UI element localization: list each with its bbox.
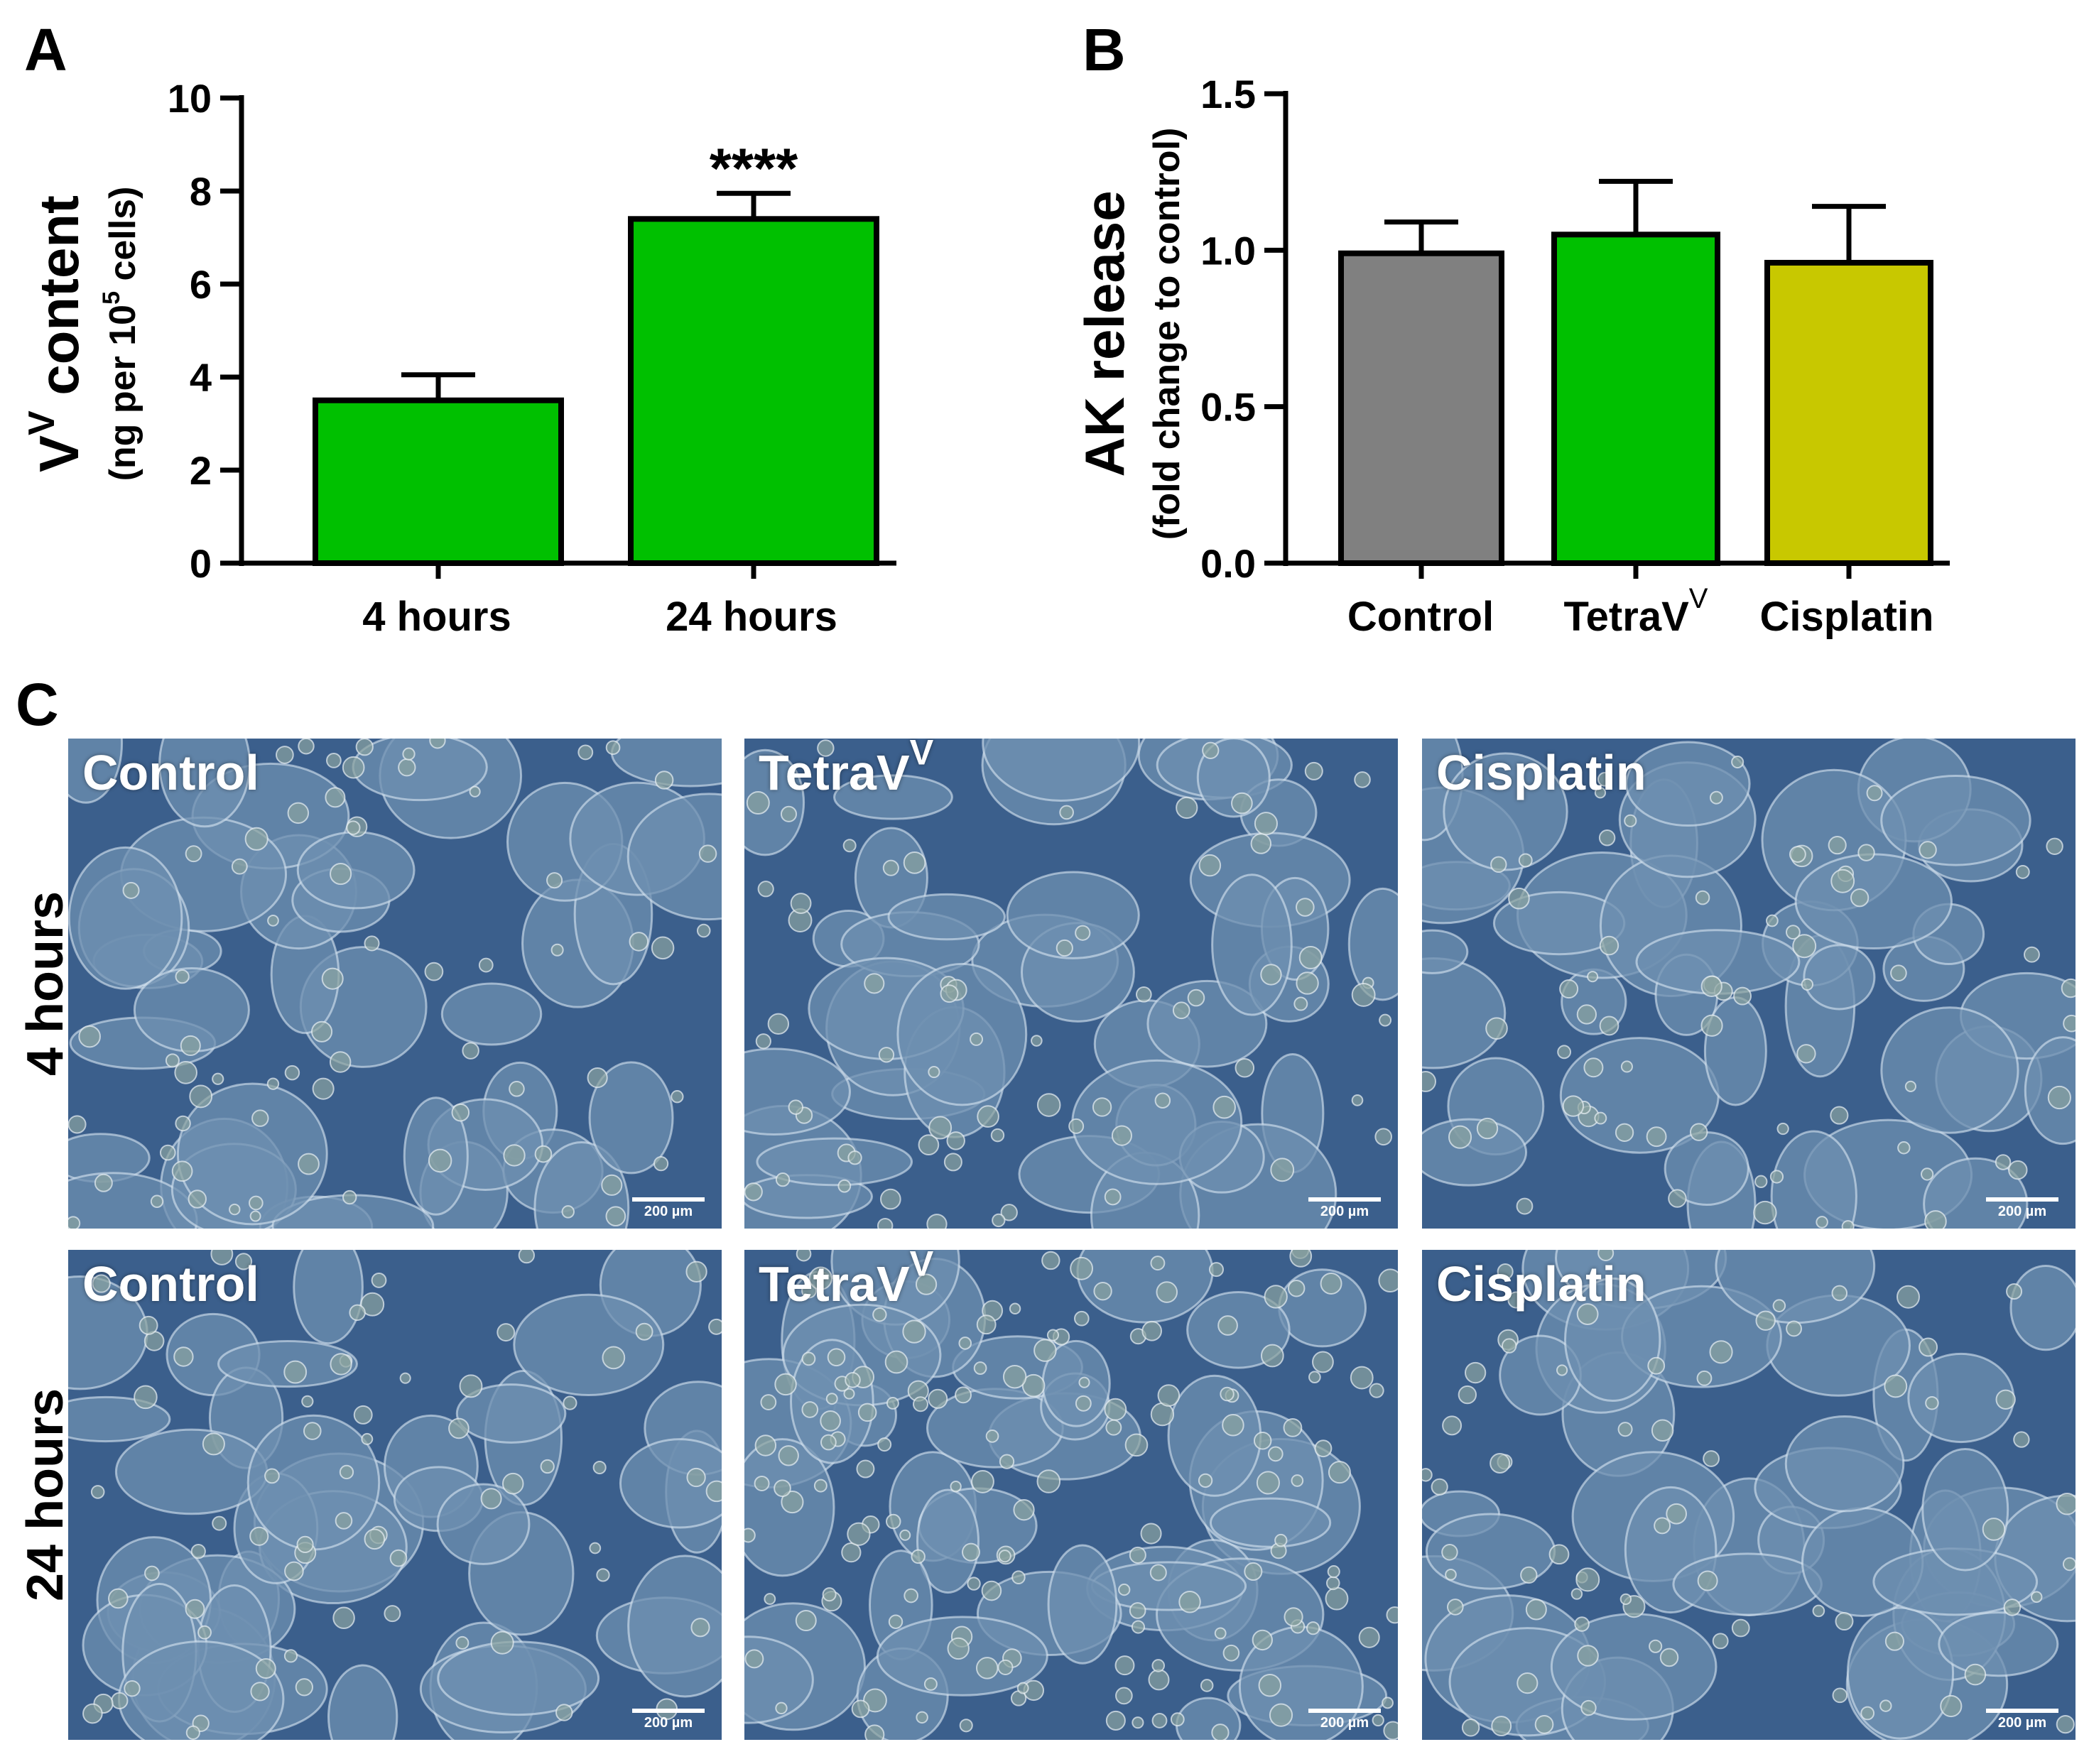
micrograph-label: TetraVV (759, 1250, 934, 1312)
y-tick-label: 6 (190, 262, 212, 307)
y-tick-label: 2 (190, 448, 212, 493)
scale-bar-label: 200 µm (1320, 1715, 1369, 1731)
chart-b: 0.0 0.5 1.0 1.5 Control TetraVV Cisplatin AK re… (1073, 72, 1950, 640)
micrograph-control-4-hours: Control 200 µm (68, 739, 722, 1229)
bar-tetrav (1551, 232, 1720, 566)
micrograph-texture (1422, 739, 2076, 1229)
y-tick-label: 0.0 (1200, 541, 1256, 586)
significance-label: **** (710, 136, 798, 200)
y-axis-subtitle: (ng per 105 cells) (98, 187, 143, 481)
scale-bar: 200 µm (632, 1197, 705, 1219)
x-tick-label: Control (1347, 594, 1494, 640)
scale-bar: 200 µm (1308, 1709, 1381, 1730)
bar-4-hours (313, 397, 564, 566)
micrograph-texture (744, 739, 1398, 1229)
scale-bar: 200 µm (632, 1709, 705, 1730)
y-tick-label: 0.5 (1200, 385, 1256, 430)
x-tick-label: 24 hours (666, 594, 837, 640)
bar-cisplatin (1764, 259, 1933, 566)
y-tick-label: 1.0 (1200, 228, 1256, 273)
row-label-24-hours: 24 hours (17, 1388, 74, 1601)
scale-bar: 200 µm (1986, 1197, 2058, 1219)
chart-a: **** 0 2 4 6 8 10 4 hours 24 hours VV content (ng … (21, 76, 896, 640)
micrograph-control-24-hours: Control 200 µm (68, 1250, 722, 1740)
micrograph-texture (1422, 1250, 2076, 1740)
panel-label-a: A (24, 16, 67, 83)
micrograph-tetrav-24-hours: TetraVV 200 µm (744, 1250, 1398, 1740)
micrograph-cisplatin-4-hours: Cisplatin 200 µm (1422, 739, 2076, 1229)
y-axis-title: AK release (1073, 190, 1136, 477)
bar-24-hours (628, 216, 879, 566)
micrograph-label: Control (82, 1256, 259, 1312)
y-axis-subtitle: (fold change to control) (1146, 128, 1188, 540)
panel-label-c: C (16, 671, 59, 738)
y-tick-label: 10 (168, 76, 212, 121)
scale-bar-label: 200 µm (1997, 1715, 2047, 1731)
row-label-4-hours: 4 hours (17, 891, 74, 1076)
micrograph-label: TetraVV (759, 739, 934, 800)
micrograph-texture (68, 1250, 722, 1740)
x-tick-label: TetraVV (1564, 583, 1708, 640)
bar-control (1338, 250, 1504, 566)
scale-bar-label: 200 µm (644, 1715, 693, 1731)
scale-bar-label: 200 µm (1997, 1204, 2047, 1219)
y-axis-title: VV content (21, 195, 90, 472)
x-tick-label: 4 hours (362, 594, 511, 640)
micrograph-cisplatin-24-hours: Cisplatin 200 µm (1422, 1250, 2076, 1740)
scale-bar: 200 µm (1308, 1197, 1381, 1219)
y-tick-label: 1.5 (1200, 72, 1256, 116)
y-tick-label: 4 (190, 355, 212, 400)
micrograph-tetrav-4-hours: TetraVV 200 µm (744, 739, 1398, 1229)
micrograph-label: Cisplatin (1436, 745, 1646, 800)
scale-bar: 200 µm (1986, 1709, 2058, 1730)
y-tick-label: 0 (190, 541, 212, 586)
panel-label-b: B (1083, 16, 1126, 83)
y-tick-label: 8 (190, 169, 212, 214)
micrograph-label: Cisplatin (1436, 1256, 1646, 1312)
scale-bar-label: 200 µm (1320, 1204, 1369, 1219)
micrograph-texture (744, 1250, 1398, 1740)
scale-bar-label: 200 µm (644, 1204, 693, 1219)
micrograph-label: Control (82, 745, 259, 800)
bar-charts: **** 0 2 4 6 8 10 4 hours 24 hours VV content (ng … (21, 72, 1950, 640)
micrograph-texture (68, 739, 722, 1229)
x-tick-label: Cisplatin (1760, 594, 1934, 640)
